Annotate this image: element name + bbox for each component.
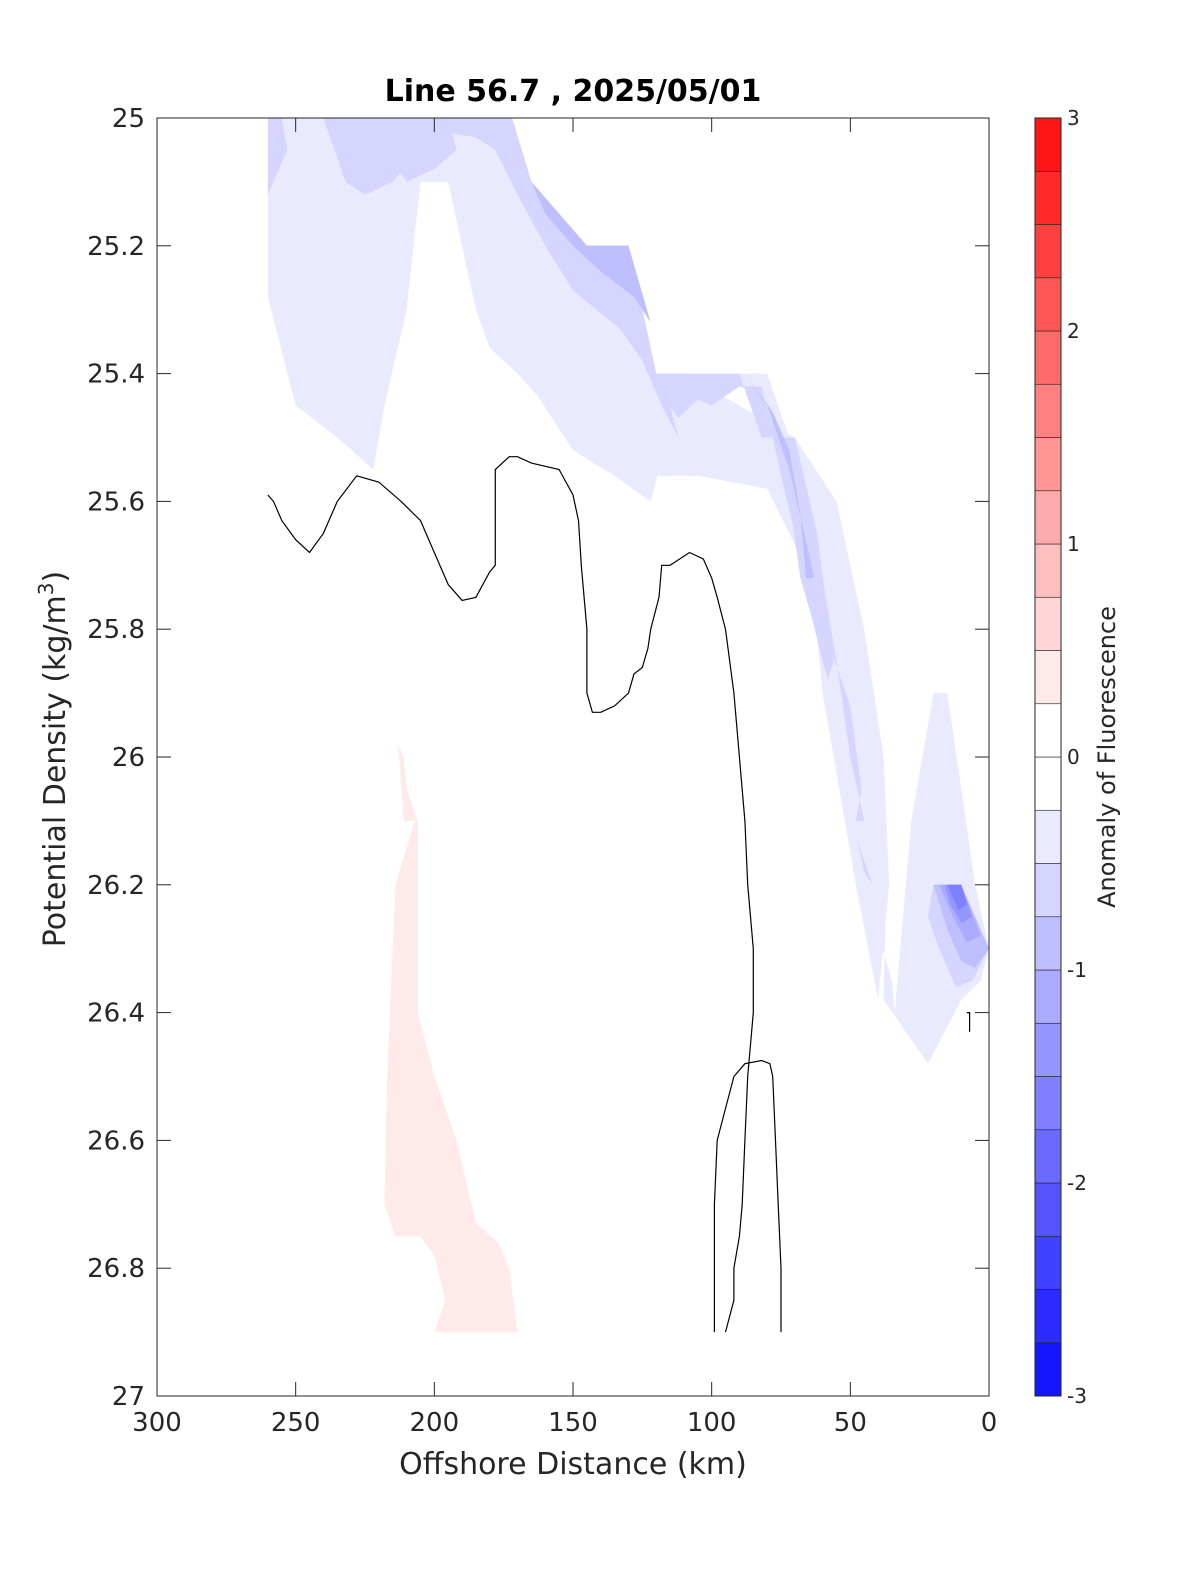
filled-contour-region-5 — [475, 118, 684, 438]
colorbar-band — [1034, 1342, 1062, 1397]
filled-contour-region-2 — [267, 118, 865, 821]
colorbar-band — [1034, 1076, 1062, 1131]
y-axis-title-end: ) — [38, 571, 73, 583]
colorbar-band — [1034, 1182, 1062, 1237]
colorbar-band — [1034, 170, 1062, 225]
filled-contour-region-15 — [384, 744, 518, 1333]
zero-contour-line-2 — [966, 1011, 971, 1032]
colorbar-band — [1034, 437, 1062, 492]
x-tick-label: 250 — [271, 1408, 321, 1438]
y-tick-label: 26.2 — [87, 871, 145, 901]
zero-contour-line-0 — [267, 456, 754, 1333]
colorbar-band — [1034, 383, 1062, 438]
filled-contour-region-7 — [844, 808, 873, 885]
colorbar-band — [1034, 863, 1062, 918]
y-axis-title-superscript: 3 — [34, 582, 58, 595]
filled-contour-region-6 — [711, 373, 834, 681]
filled-contour-region-4 — [345, 118, 457, 182]
x-tick-label: 300 — [132, 1408, 182, 1438]
y-tick-label: 27 — [112, 1382, 145, 1412]
colorbar-band — [1034, 650, 1062, 705]
colorbar-tick-label: 1 — [1067, 532, 1080, 556]
colorbar-band — [1034, 703, 1062, 758]
colorbar-band — [1034, 1022, 1062, 1077]
colorbar-tick-label: -2 — [1067, 1171, 1087, 1195]
colorbar-title: Anomaly of Fluorescence — [1093, 606, 1121, 908]
colorbar-tick-label: -1 — [1067, 958, 1087, 982]
y-tick-label: 26 — [112, 743, 145, 773]
colorbar-band — [1034, 1235, 1062, 1290]
y-tick-label: 25.2 — [87, 232, 145, 262]
y-tick-label: 26.6 — [87, 1126, 145, 1156]
colorbar-band — [1034, 756, 1062, 811]
plot-area: 300 250 200 150 100 50 0 25 25.2 25.4 25.6 25.8 26 26… — [87, 104, 997, 1438]
colorbar-band — [1034, 490, 1062, 545]
x-tick-label: 150 — [548, 1408, 598, 1438]
filled-contour-region-9 — [744, 373, 815, 579]
colorbar-band — [1034, 330, 1062, 385]
filled-contour-region-3 — [267, 118, 288, 195]
colorbar-band — [1034, 117, 1062, 172]
colorbar-frame — [1034, 117, 1062, 1397]
colorbar-tick-label: 3 — [1067, 106, 1080, 130]
x-tick-label: 100 — [687, 1408, 737, 1438]
colorbar-band — [1034, 1129, 1062, 1184]
colorbar-band — [1034, 277, 1062, 332]
filled-contour-region-8 — [531, 181, 651, 323]
colorbar-band — [1034, 543, 1062, 598]
x-tick-label: 0 — [981, 1408, 998, 1438]
y-tick-label: 26.8 — [87, 1254, 145, 1284]
colorbar-band — [1034, 224, 1062, 279]
colorbar-tick-label: 0 — [1067, 745, 1080, 769]
x-axis-title: Offshore Distance (km) — [399, 1447, 747, 1482]
y-tick-label: 25.8 — [87, 615, 145, 645]
y-tick-label: 25.6 — [87, 487, 145, 517]
y-tick-label: 26.4 — [87, 999, 145, 1029]
zero-contour-line-1 — [713, 1059, 782, 1333]
filled-contour-region-14 — [947, 884, 967, 911]
y-tick-label: 25 — [112, 104, 145, 134]
y-axis-title-main: Potential Density (kg/m — [38, 595, 73, 947]
colorbar: -3 -2 -1 0 1 2 3 — [1034, 106, 1087, 1408]
colorbar-band — [1034, 969, 1062, 1024]
colorbar-band — [1034, 1289, 1062, 1344]
x-tick-label: 50 — [834, 1408, 867, 1438]
colorbar-band — [1034, 916, 1062, 971]
colorbar-tick-label: -3 — [1067, 1384, 1087, 1408]
chart-title: Line 56.7 , 2025/05/01 — [385, 74, 762, 109]
colorbar-band — [1034, 809, 1062, 864]
colorbar-band — [1034, 596, 1062, 651]
y-tick-label: 25.4 — [87, 360, 145, 390]
y-axis-title: Potential Density (kg/m3) — [34, 571, 73, 947]
x-tick-label: 200 — [410, 1408, 460, 1438]
colorbar-tick-label: 2 — [1067, 319, 1080, 343]
